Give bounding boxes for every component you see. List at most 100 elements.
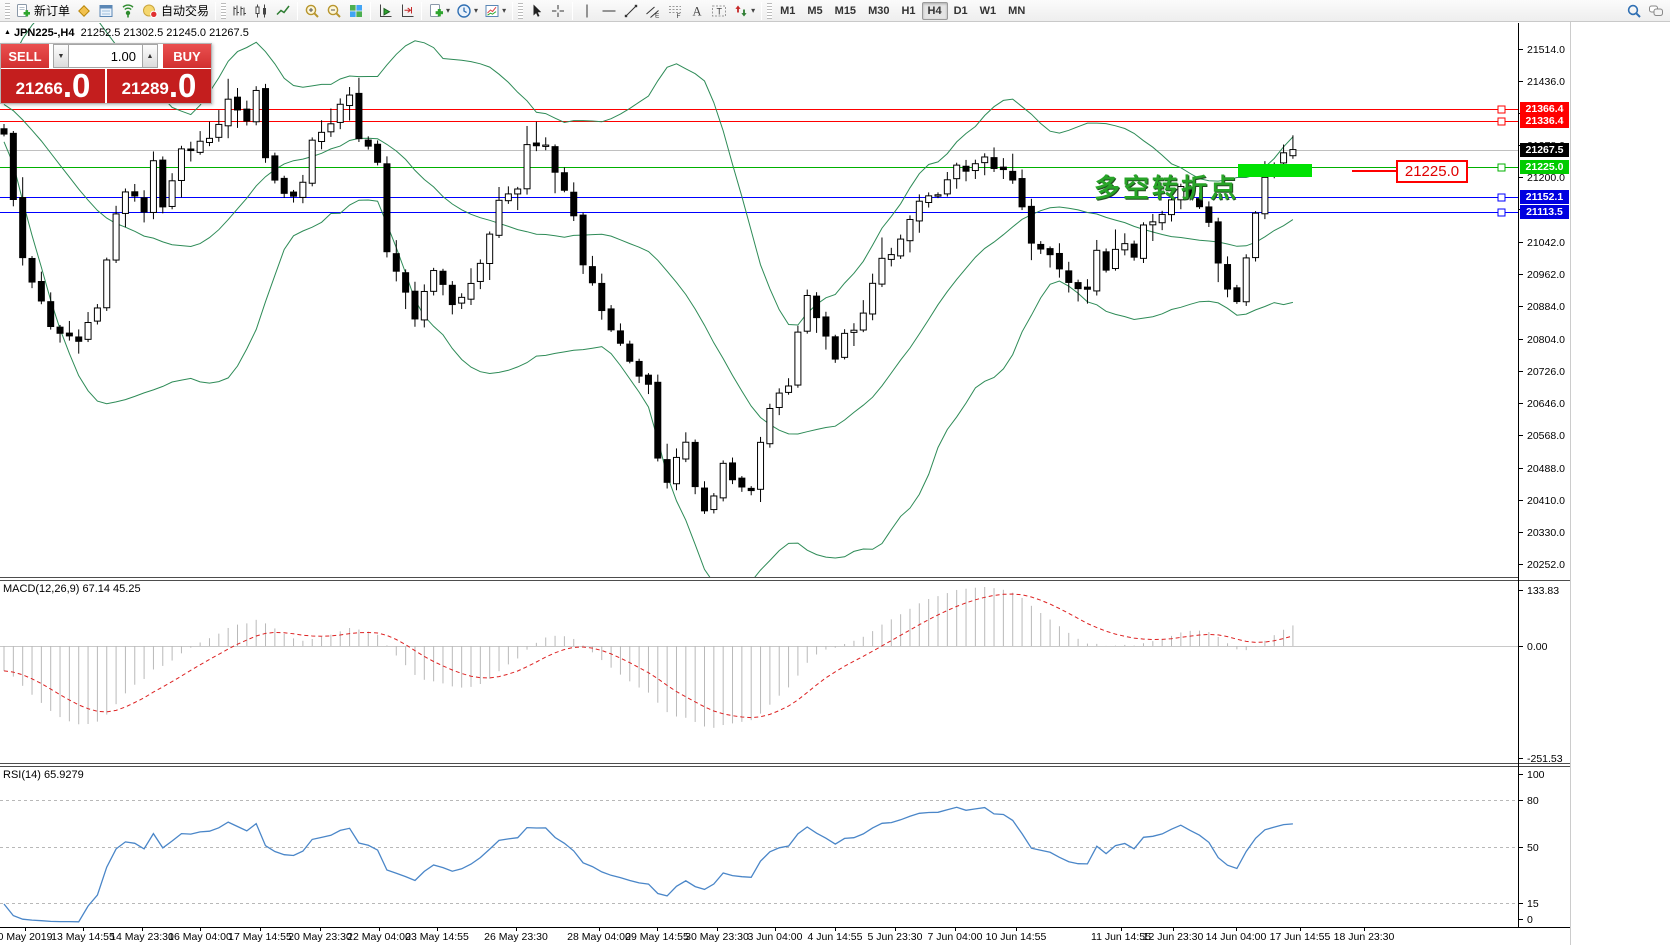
rsi-axis[interactable]: 100 80 50 15 0 [1519, 767, 1570, 927]
timeframe-m30-button[interactable]: M30 [868, 4, 890, 17]
time-tick [1300, 928, 1301, 931]
line-chart-button[interactable] [272, 1, 294, 21]
tile-windows-button[interactable] [345, 1, 367, 21]
cursor-button[interactable] [525, 1, 547, 21]
bollinger-band-line [3, 0, 1294, 326]
pane-splitter[interactable] [0, 577, 1570, 578]
timeframe-m5-button[interactable]: M5 [807, 4, 823, 17]
market-watch-button[interactable] [95, 1, 117, 21]
rsi-canvas[interactable] [0, 767, 1518, 927]
autotrading-button[interactable]: 自动交易 [139, 1, 212, 21]
fibonacci-button[interactable]: F [664, 1, 686, 21]
timeframe-h1-button[interactable]: H1 [901, 4, 916, 17]
indicators-button[interactable]: ▾ [425, 1, 453, 21]
horizontal-line-button[interactable] [598, 1, 620, 21]
arrows-button[interactable]: ▾ [730, 1, 758, 21]
volume-decrease-button[interactable]: ▼ [53, 44, 69, 68]
axis-tick [1519, 903, 1523, 904]
templates-button[interactable]: ▾ [481, 1, 509, 21]
price-callout-label[interactable]: 21225.0 [1396, 160, 1468, 183]
candle-bullish [915, 200, 923, 222]
line-handle[interactable] [1497, 105, 1506, 114]
buy-button[interactable]: BUY [163, 44, 211, 68]
main-chart-pane[interactable] [0, 0, 1518, 588]
toolbar-grip[interactable] [518, 2, 524, 19]
candlestick-chart-button[interactable] [250, 1, 272, 21]
chat-button[interactable] [1645, 1, 1667, 21]
zoom-in-button[interactable] [301, 1, 323, 21]
equidistant-channel-button[interactable]: E [642, 1, 664, 21]
candle-bearish [383, 163, 391, 253]
price-axis[interactable]: 21514.021436.021358.021278.021200.021122… [1519, 23, 1570, 578]
crosshair-button[interactable] [547, 1, 569, 21]
toolbar-grip[interactable] [5, 2, 10, 19]
candle-bearish [663, 459, 671, 483]
time-axis[interactable]: 0 May 2019 13 May 14:55 14 May 23:30 16 May… [0, 927, 1570, 945]
axis-tick-label: 20962.0 [1527, 269, 1565, 281]
time-tick-label: 14 May 23:30 [110, 931, 174, 943]
svg-text:A: A [693, 4, 702, 18]
chart-shift-button[interactable] [396, 1, 418, 21]
chevron-down-icon: ▾ [446, 6, 451, 15]
autotrading-label: 自动交易 [161, 4, 210, 18]
auto-scroll-button[interactable] [374, 1, 396, 21]
line-handle[interactable] [1497, 117, 1506, 126]
search-button[interactable] [1623, 1, 1645, 21]
candle-bearish [439, 270, 447, 285]
macd-pane[interactable] [0, 581, 1518, 763]
timeframe-m15-button[interactable]: M15 [834, 4, 857, 17]
line-handle[interactable] [1497, 193, 1506, 202]
macd-axis[interactable]: 133.83 0.00 -251.53 [1519, 581, 1570, 765]
trendline-button[interactable] [620, 1, 642, 21]
axis-tick [1519, 274, 1523, 275]
bollinger-band-line [3, 141, 1294, 588]
vertical-line-button[interactable] [576, 1, 598, 21]
pane-splitter[interactable] [0, 763, 1570, 764]
periods-button[interactable]: ▾ [453, 1, 481, 21]
timeframe-w1-button[interactable]: W1 [979, 4, 997, 17]
candle-bearish [1074, 282, 1082, 290]
toolbar-grip[interactable] [221, 2, 227, 19]
sell-button[interactable]: SELL [1, 44, 49, 68]
candle-bullish [327, 123, 335, 133]
metaeditor-button[interactable] [73, 1, 95, 21]
buy-price-button[interactable]: 21289 .0 [107, 69, 211, 103]
line-chart-icon [276, 5, 290, 15]
new-order-button[interactable]: 新订单 [12, 1, 73, 21]
line-handle[interactable] [1497, 208, 1506, 217]
line-handle[interactable] [1497, 163, 1506, 172]
candle-bearish [691, 441, 699, 488]
volume-increase-button[interactable]: ▲ [142, 44, 158, 68]
chat-icon [1649, 5, 1663, 16]
volume-input[interactable]: 1.00 [69, 44, 142, 68]
axis-tick [1519, 306, 1523, 307]
candle-bullish [1093, 249, 1101, 292]
macd-canvas[interactable] [0, 581, 1518, 763]
timeframe-h4-button[interactable]: H4 [921, 1, 948, 20]
zoom-out-button[interactable] [323, 1, 345, 21]
candle-bearish [701, 487, 708, 512]
rsi-label: RSI(14) 65.9279 [3, 769, 84, 781]
main-chart-canvas[interactable] [0, 0, 1518, 588]
sell-price-button[interactable]: 21266 .0 [1, 69, 105, 103]
text-button[interactable]: A [686, 1, 708, 21]
pane-splitter[interactable] [0, 580, 1570, 581]
bar-chart-button[interactable] [228, 1, 250, 21]
candle-bullish [215, 123, 223, 138]
timeframe-mn-button[interactable]: MN [1008, 4, 1026, 17]
candle-bearish [448, 284, 456, 306]
axis-tick [1519, 564, 1523, 565]
signals-button[interactable] [117, 1, 139, 21]
candle-bearish [831, 336, 839, 360]
pane-splitter[interactable] [0, 766, 1570, 767]
axis-tick-label: -251.53 [1527, 753, 1563, 765]
toolbar-grip[interactable] [767, 2, 773, 19]
text-label-button[interactable]: T [708, 1, 730, 21]
highlight-rectangle[interactable] [1238, 164, 1312, 177]
axis-tick [1519, 800, 1523, 801]
chart-annotation-text: 多空转折点 [1094, 173, 1240, 203]
chevron-down-icon: ▾ [474, 6, 479, 15]
rsi-pane[interactable] [0, 767, 1518, 927]
timeframe-m1-button[interactable]: M1 [780, 4, 796, 17]
timeframe-d1-button[interactable]: D1 [953, 4, 968, 17]
